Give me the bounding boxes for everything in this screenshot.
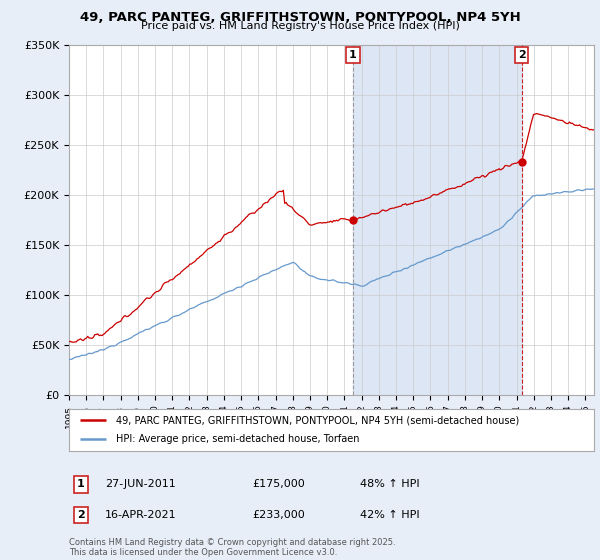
Text: Contains HM Land Registry data © Crown copyright and database right 2025.
This d: Contains HM Land Registry data © Crown c… (69, 538, 395, 557)
Text: HPI: Average price, semi-detached house, Torfaen: HPI: Average price, semi-detached house,… (116, 435, 360, 445)
Text: 48% ↑ HPI: 48% ↑ HPI (360, 479, 419, 489)
Text: 27-JUN-2011: 27-JUN-2011 (105, 479, 176, 489)
Text: 16-APR-2021: 16-APR-2021 (105, 510, 176, 520)
Text: 42% ↑ HPI: 42% ↑ HPI (360, 510, 419, 520)
Text: 1: 1 (77, 479, 85, 489)
Text: £175,000: £175,000 (252, 479, 305, 489)
Text: Price paid vs. HM Land Registry's House Price Index (HPI): Price paid vs. HM Land Registry's House … (140, 21, 460, 31)
Text: 49, PARC PANTEG, GRIFFITHSTOWN, PONTYPOOL, NP4 5YH: 49, PARC PANTEG, GRIFFITHSTOWN, PONTYPOO… (80, 11, 520, 24)
Text: 1: 1 (349, 50, 357, 60)
Bar (353, 45, 522, 395)
Text: 49, PARC PANTEG, GRIFFITHSTOWN, PONTYPOOL, NP4 5YH (semi-detached house): 49, PARC PANTEG, GRIFFITHSTOWN, PONTYPOO… (116, 415, 520, 425)
Text: 2: 2 (77, 510, 85, 520)
Text: £233,000: £233,000 (252, 510, 305, 520)
Text: 2: 2 (518, 50, 526, 60)
